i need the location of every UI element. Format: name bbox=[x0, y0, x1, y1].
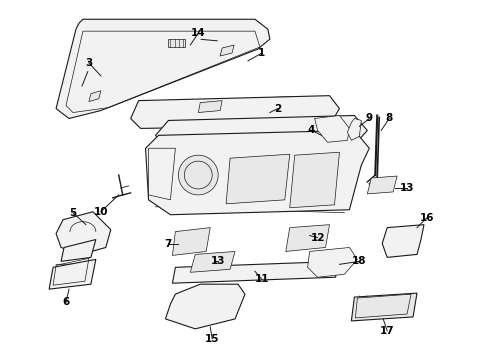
Polygon shape bbox=[155, 116, 368, 148]
Polygon shape bbox=[56, 19, 270, 118]
Text: 7: 7 bbox=[165, 239, 172, 248]
Polygon shape bbox=[146, 130, 369, 215]
Polygon shape bbox=[382, 225, 424, 257]
Polygon shape bbox=[56, 212, 111, 255]
Polygon shape bbox=[286, 225, 329, 251]
Polygon shape bbox=[226, 154, 290, 204]
Polygon shape bbox=[347, 118, 361, 140]
Polygon shape bbox=[61, 239, 96, 261]
Text: 10: 10 bbox=[94, 207, 108, 217]
Text: 15: 15 bbox=[205, 334, 220, 344]
Polygon shape bbox=[172, 261, 340, 283]
Text: 12: 12 bbox=[310, 233, 325, 243]
Polygon shape bbox=[315, 116, 349, 142]
Polygon shape bbox=[290, 152, 340, 208]
Text: 14: 14 bbox=[191, 28, 206, 38]
Polygon shape bbox=[368, 176, 397, 194]
Text: 9: 9 bbox=[366, 113, 373, 123]
Text: 18: 18 bbox=[352, 256, 367, 266]
Circle shape bbox=[178, 155, 218, 195]
Polygon shape bbox=[172, 228, 210, 255]
Text: 13: 13 bbox=[211, 256, 225, 266]
Polygon shape bbox=[89, 91, 101, 102]
Text: 11: 11 bbox=[255, 274, 269, 284]
Text: 8: 8 bbox=[386, 113, 393, 123]
Polygon shape bbox=[308, 247, 357, 277]
Polygon shape bbox=[190, 251, 235, 272]
Text: 5: 5 bbox=[70, 208, 76, 218]
Polygon shape bbox=[49, 260, 96, 289]
Text: 16: 16 bbox=[420, 213, 434, 223]
Text: 3: 3 bbox=[85, 58, 93, 68]
Polygon shape bbox=[166, 284, 245, 329]
Polygon shape bbox=[198, 100, 222, 113]
Polygon shape bbox=[169, 39, 185, 47]
Text: 2: 2 bbox=[274, 104, 281, 113]
Polygon shape bbox=[131, 96, 340, 129]
Text: 6: 6 bbox=[62, 297, 70, 307]
Text: 13: 13 bbox=[400, 183, 415, 193]
Text: 1: 1 bbox=[258, 48, 266, 58]
Text: 4: 4 bbox=[308, 125, 315, 135]
Text: 17: 17 bbox=[380, 326, 394, 336]
Polygon shape bbox=[220, 45, 234, 56]
Polygon shape bbox=[351, 293, 417, 321]
